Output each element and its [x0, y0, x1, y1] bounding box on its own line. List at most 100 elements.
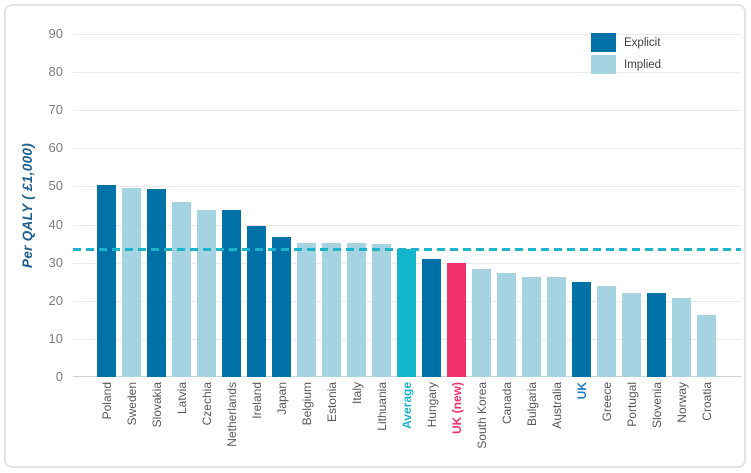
bar-slovakia [147, 189, 166, 377]
x-axis-label-lithuania: Lithuania [374, 382, 389, 431]
x-label-cell: Average [397, 382, 416, 468]
x-label-cell: Norway [672, 382, 691, 468]
bar-slovenia [647, 293, 666, 377]
x-label-cell: Czechia [197, 382, 216, 468]
x-label-cell: Belgium [297, 382, 316, 468]
x-label-cell: Australia [547, 382, 566, 468]
x-axis-label-belgium: Belgium [299, 382, 314, 426]
x-axis-label-average: Average [399, 382, 414, 429]
bar-netherlands [222, 210, 241, 377]
y-tick-label-80: 80 [48, 64, 63, 80]
x-axis-label-portugal: Portugal [624, 382, 639, 427]
bars-container [73, 34, 741, 377]
x-axis-label-norway: Norway [674, 382, 689, 423]
legend: Explicit Implied [591, 33, 661, 77]
bar-australia [547, 277, 566, 377]
x-axis-label-ireland: Ireland [249, 382, 264, 419]
gridline-40 [73, 224, 741, 226]
bar-uk [572, 281, 591, 377]
plot-area [73, 34, 741, 377]
y-tick-label-30: 30 [48, 254, 63, 270]
x-label-cell: Greece [597, 382, 616, 468]
bar-south-korea [472, 269, 491, 377]
x-axis-label-slovenia: Slovenia [649, 382, 664, 429]
x-label-cell: UK (new) [447, 382, 466, 468]
legend-label-explicit: Explicit [624, 36, 661, 49]
x-axis-label-poland: Poland [99, 382, 114, 420]
x-label-cell: Sweden [122, 382, 141, 468]
x-axis-label-uk: UK [574, 382, 589, 400]
gridline-90 [73, 34, 741, 35]
x-label-cell: Latvia [172, 382, 191, 468]
x-axis-label-croatia: Croatia [699, 382, 714, 421]
y-axis-tick-labels: 0 10 20 30 40 50 60 70 80 90 [6, 26, 63, 384]
x-axis-labels: Poland Sweden Slovakia Latvia Czechia Netherl… [73, 382, 741, 468]
legend-label-implied: Implied [624, 58, 662, 71]
bar-canada [497, 272, 516, 377]
x-label-cell: Portugal [622, 382, 641, 468]
x-axis-label-south-korea: South Korea [474, 382, 489, 449]
y-tick-label-0: 0 [55, 369, 63, 384]
bar-estonia [322, 242, 341, 377]
legend-item-explicit: Explicit [591, 33, 661, 52]
x-axis-label-hungary: Hungary [424, 382, 439, 428]
bar-norway [672, 298, 691, 377]
bar-italy [347, 242, 366, 377]
bar-portugal [622, 293, 641, 377]
x-label-cell: Croatia [697, 382, 716, 468]
x-label-cell: Slovakia [147, 382, 166, 468]
bar-hungary [422, 258, 441, 377]
y-tick-label-90: 90 [48, 26, 63, 41]
x-label-cell: Estonia [322, 382, 341, 468]
x-label-cell: Hungary [422, 382, 441, 468]
bar-ireland [247, 226, 266, 377]
y-tick-label-50: 50 [48, 178, 63, 194]
x-label-cell: Netherlands [222, 382, 241, 468]
bar-lithuania [372, 243, 391, 377]
legend-swatch-explicit-icon [591, 33, 616, 52]
y-tick-label-20: 20 [48, 292, 63, 308]
bar-japan [272, 236, 291, 377]
bar-poland [97, 184, 116, 377]
gridline-50 [73, 186, 741, 188]
x-axis-label-japan: Japan [274, 382, 289, 415]
x-axis-label-sweden: Sweden [124, 382, 139, 426]
x-label-cell: Ireland [247, 382, 266, 468]
x-label-cell: UK [572, 382, 591, 468]
bar-greece [597, 286, 616, 377]
x-label-cell: Italy [347, 382, 366, 468]
x-axis-label-estonia: Estonia [324, 382, 339, 423]
x-label-cell: Poland [97, 382, 116, 468]
bar-latvia [172, 201, 191, 377]
x-label-cell: Canada [497, 382, 516, 468]
average-dashed-line [73, 247, 741, 251]
y-tick-label-60: 60 [48, 140, 63, 156]
bar-average [397, 248, 416, 377]
chart-frame: Per QALY ( £1,000) 0 10 20 30 40 50 60 70 80 90 P… [4, 4, 746, 468]
bar-uk-new- [447, 262, 466, 377]
gridline-70 [73, 110, 741, 112]
bar-croatia [697, 314, 716, 377]
bar-sweden [122, 188, 141, 377]
gridline-60 [73, 148, 741, 150]
x-axis-label-uk-new-: UK (new) [449, 382, 464, 434]
y-tick-label-10: 10 [48, 330, 63, 346]
bar-bulgaria [522, 277, 541, 377]
x-axis-label-czechia: Czechia [199, 382, 214, 426]
y-tick-label-40: 40 [48, 216, 63, 232]
bar-czechia [197, 210, 216, 377]
x-label-cell: South Korea [472, 382, 491, 468]
x-axis-label-canada: Canada [499, 382, 514, 425]
y-tick-label-70: 70 [48, 102, 63, 118]
x-label-cell: Slovenia [647, 382, 666, 468]
x-axis-label-slovakia: Slovakia [149, 382, 164, 428]
bar-belgium [297, 242, 316, 377]
x-label-cell: Japan [272, 382, 291, 468]
gridline-80 [73, 72, 741, 74]
x-axis-label-greece: Greece [599, 382, 614, 422]
x-axis-label-italy: Italy [349, 382, 364, 405]
x-axis-label-bulgaria: Bulgaria [524, 382, 539, 427]
x-axis-label-netherlands: Netherlands [224, 382, 239, 447]
x-axis-label-australia: Australia [549, 382, 564, 429]
legend-swatch-implied-icon [591, 55, 616, 74]
